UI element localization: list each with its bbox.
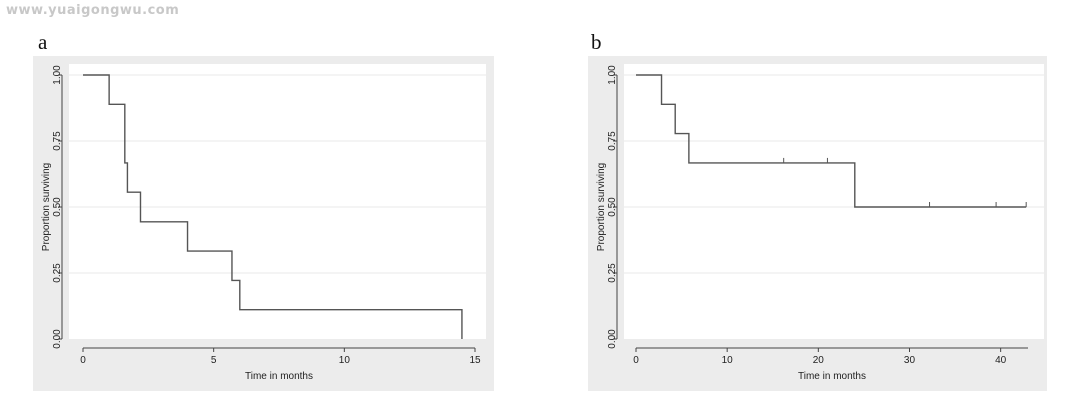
- x-tick-label: 20: [813, 355, 825, 366]
- y-tick-label: 0.25: [52, 263, 63, 283]
- y-tick-label: 0.25: [607, 263, 618, 283]
- panel-label-b: b: [591, 30, 602, 54]
- chart-panel-b: 0 10 20 30 40 Time in months 0.00 0.25 0.50 0.75 1…: [588, 56, 1047, 391]
- x-axis-label: Time in months: [245, 371, 313, 382]
- y-tick-label: 0.50: [607, 197, 618, 217]
- x-tick-label: 0: [633, 355, 639, 366]
- plot-area: [69, 64, 486, 339]
- x-tick-label: 40: [995, 355, 1007, 366]
- y-tick-label: 0.50: [52, 197, 63, 217]
- x-tick-label: 0: [80, 355, 86, 366]
- watermark-text: www.yuaigongwu.com: [6, 3, 180, 18]
- x-tick-label: 10: [339, 355, 351, 366]
- chart-panel-a: 0 5 10 15 Time in months 0.00 0.25 0.50 0.75 1.00…: [33, 56, 494, 391]
- y-axis-label: Proportion surviving: [41, 163, 52, 251]
- y-tick-label: 0.00: [607, 329, 618, 349]
- x-tick-label: 5: [211, 355, 217, 366]
- x-tick-label: 15: [469, 355, 481, 366]
- y-tick-label: 1.00: [52, 65, 63, 85]
- y-tick-label: 0.75: [607, 131, 618, 151]
- x-tick-label: 10: [722, 355, 734, 366]
- panel-label-a: a: [38, 30, 48, 54]
- survival-curve: [636, 74, 1027, 208]
- y-tick-label: 1.00: [607, 65, 618, 85]
- x-tick-label: 30: [904, 355, 916, 366]
- plot-area: [624, 64, 1044, 339]
- y-axis-label: Proportion surviving: [596, 163, 607, 251]
- y-tick-label: 0.00: [52, 329, 63, 349]
- survival-curve: [83, 74, 463, 339]
- y-tick-label: 0.75: [52, 131, 63, 151]
- x-axis-label: Time in months: [798, 371, 866, 382]
